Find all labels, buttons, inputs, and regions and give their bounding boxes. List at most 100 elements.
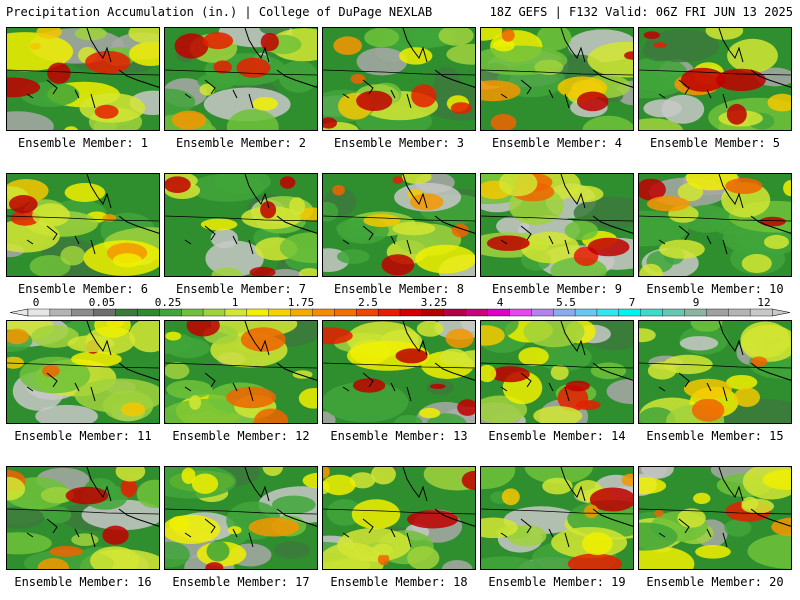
ensemble-member-map — [164, 320, 318, 424]
ensemble-member-map — [164, 173, 318, 277]
colorbar-swatch — [377, 308, 401, 317]
colorbar-swatch — [574, 308, 598, 317]
precip-field — [7, 321, 159, 423]
colorbar-tick-label: 3.25 — [420, 296, 448, 309]
colorbar-swatch — [399, 308, 423, 317]
precip-field — [323, 467, 475, 569]
colorbar-swatch — [465, 308, 489, 317]
colorbar-tick-label: 0 — [32, 296, 40, 309]
ensemble-member-label: Ensemble Member: 4 — [491, 136, 623, 150]
colorbar-tick-label: 1.75 — [287, 296, 315, 309]
colorbar-swatch — [159, 308, 182, 317]
ensemble-member-label: Ensemble Member: 16 — [14, 575, 152, 589]
precip-field — [481, 174, 633, 276]
precip-field — [323, 28, 475, 130]
colorbar-swatch — [749, 308, 773, 317]
colorbar-swatch — [706, 308, 729, 317]
ensemble-member-map — [480, 466, 634, 570]
colorbar-swatch — [49, 308, 73, 317]
ensemble-member-map — [480, 173, 634, 277]
precip-field — [323, 321, 475, 423]
colorbar-tick-label: 12 — [757, 296, 771, 309]
colorbar-swatch — [552, 308, 576, 317]
run-valid-time: 18Z GEFS | F132 Valid: 06Z FRI JUN 13 20… — [489, 5, 793, 19]
colorbar-swatch — [137, 308, 160, 317]
ensemble-member-map — [6, 27, 160, 131]
colorbar-tick-label: 5.5 — [556, 296, 576, 309]
ensemble-member-label: Ensemble Member: 19 — [488, 575, 626, 589]
ensemble-member-map — [480, 27, 634, 131]
ensemble-member-label: Ensemble Member: 3 — [333, 136, 465, 150]
precip-field — [165, 174, 317, 276]
colorbar-tick-label: 4 — [496, 296, 504, 309]
ensemble-member-map — [638, 27, 792, 131]
colorbar-swatch — [334, 308, 357, 317]
ensemble-member-label: Ensemble Member: 2 — [175, 136, 307, 150]
ensemble-member-map — [6, 466, 160, 570]
colorbar-swatch — [290, 308, 313, 317]
map-title: Precipitation Accumulation (in.) | Colle… — [6, 5, 433, 19]
colorbar-swatch — [596, 308, 620, 317]
ensemble-member-label: Ensemble Member: 1 — [17, 136, 149, 150]
precip-field — [7, 174, 159, 276]
colorbar-swatch — [618, 308, 642, 317]
ensemble-member-label: Ensemble Member: 7 — [175, 282, 307, 296]
colorbar-swatch — [180, 308, 204, 317]
ensemble-member-label: Ensemble Member: 17 — [172, 575, 310, 589]
ensemble-member-map — [638, 173, 792, 277]
precip-field — [481, 28, 633, 130]
precip-field — [639, 321, 791, 423]
ensemble-member-map — [322, 27, 476, 131]
colorbar-swatch — [27, 308, 51, 317]
ensemble-member-map — [480, 320, 634, 424]
colorbar-swatch — [246, 308, 270, 317]
ensemble-member-label: Ensemble Member: 12 — [172, 429, 310, 443]
colorbar-tick-label: 7 — [628, 296, 636, 309]
colorbar-swatch — [71, 308, 95, 317]
precip-field — [323, 174, 475, 276]
ensemble-member-label: Ensemble Member: 18 — [330, 575, 468, 589]
colorbar-swatch — [312, 308, 335, 317]
ensemble-member-label: Ensemble Member: 20 — [646, 575, 784, 589]
colorbar-swatch — [531, 308, 554, 317]
ensemble-member-map — [638, 320, 792, 424]
colorbar-swatch — [728, 308, 751, 317]
colorbar-swatch — [662, 308, 685, 317]
colorbar-swatch — [421, 308, 445, 317]
colorbar-swatch — [93, 308, 117, 317]
ensemble-member-label: Ensemble Member: 14 — [488, 429, 626, 443]
colorbar-swatch — [202, 308, 226, 317]
precip-field — [481, 467, 633, 569]
ensemble-member-label: Ensemble Member: 13 — [330, 429, 468, 443]
precip-colorbar: 0 0.05 0.25 1 1.75 2.5 3.25 4 5.5 7 9 12 — [6, 297, 794, 321]
ensemble-member-map — [6, 173, 160, 277]
ensemble-member-map — [164, 466, 318, 570]
colorbar-tick-label: 2.5 — [358, 296, 378, 309]
ensemble-member-label: Ensemble Member: 6 — [17, 282, 149, 296]
colorbar-swatch — [509, 308, 532, 317]
colorbar-swatch — [684, 308, 707, 317]
precip-field — [639, 467, 791, 569]
precip-field — [481, 321, 633, 423]
ensemble-member-map — [322, 466, 476, 570]
ensemble-member-label: Ensemble Member: 15 — [646, 429, 784, 443]
colorbar-swatch — [356, 308, 379, 317]
precip-field — [165, 28, 317, 130]
colorbar-tick-label: 0.05 — [88, 296, 116, 309]
precip-field — [7, 28, 159, 130]
ensemble-member-label: Ensemble Member: 8 — [333, 282, 465, 296]
colorbar-swatch — [115, 308, 138, 317]
precip-field — [639, 28, 791, 130]
ensemble-member-label: Ensemble Member: 11 — [14, 429, 152, 443]
ensemble-member-map — [322, 173, 476, 277]
ensemble-member-map — [322, 320, 476, 424]
ensemble-member-map — [6, 320, 160, 424]
colorbar-swatch — [443, 308, 467, 317]
colorbar-swatch — [224, 308, 248, 317]
ensemble-member-label: Ensemble Member: 5 — [649, 136, 781, 150]
precip-field — [7, 467, 159, 569]
ensemble-member-map — [638, 466, 792, 570]
colorbar-swatch — [640, 308, 664, 317]
colorbar-min-arrow — [9, 308, 29, 317]
